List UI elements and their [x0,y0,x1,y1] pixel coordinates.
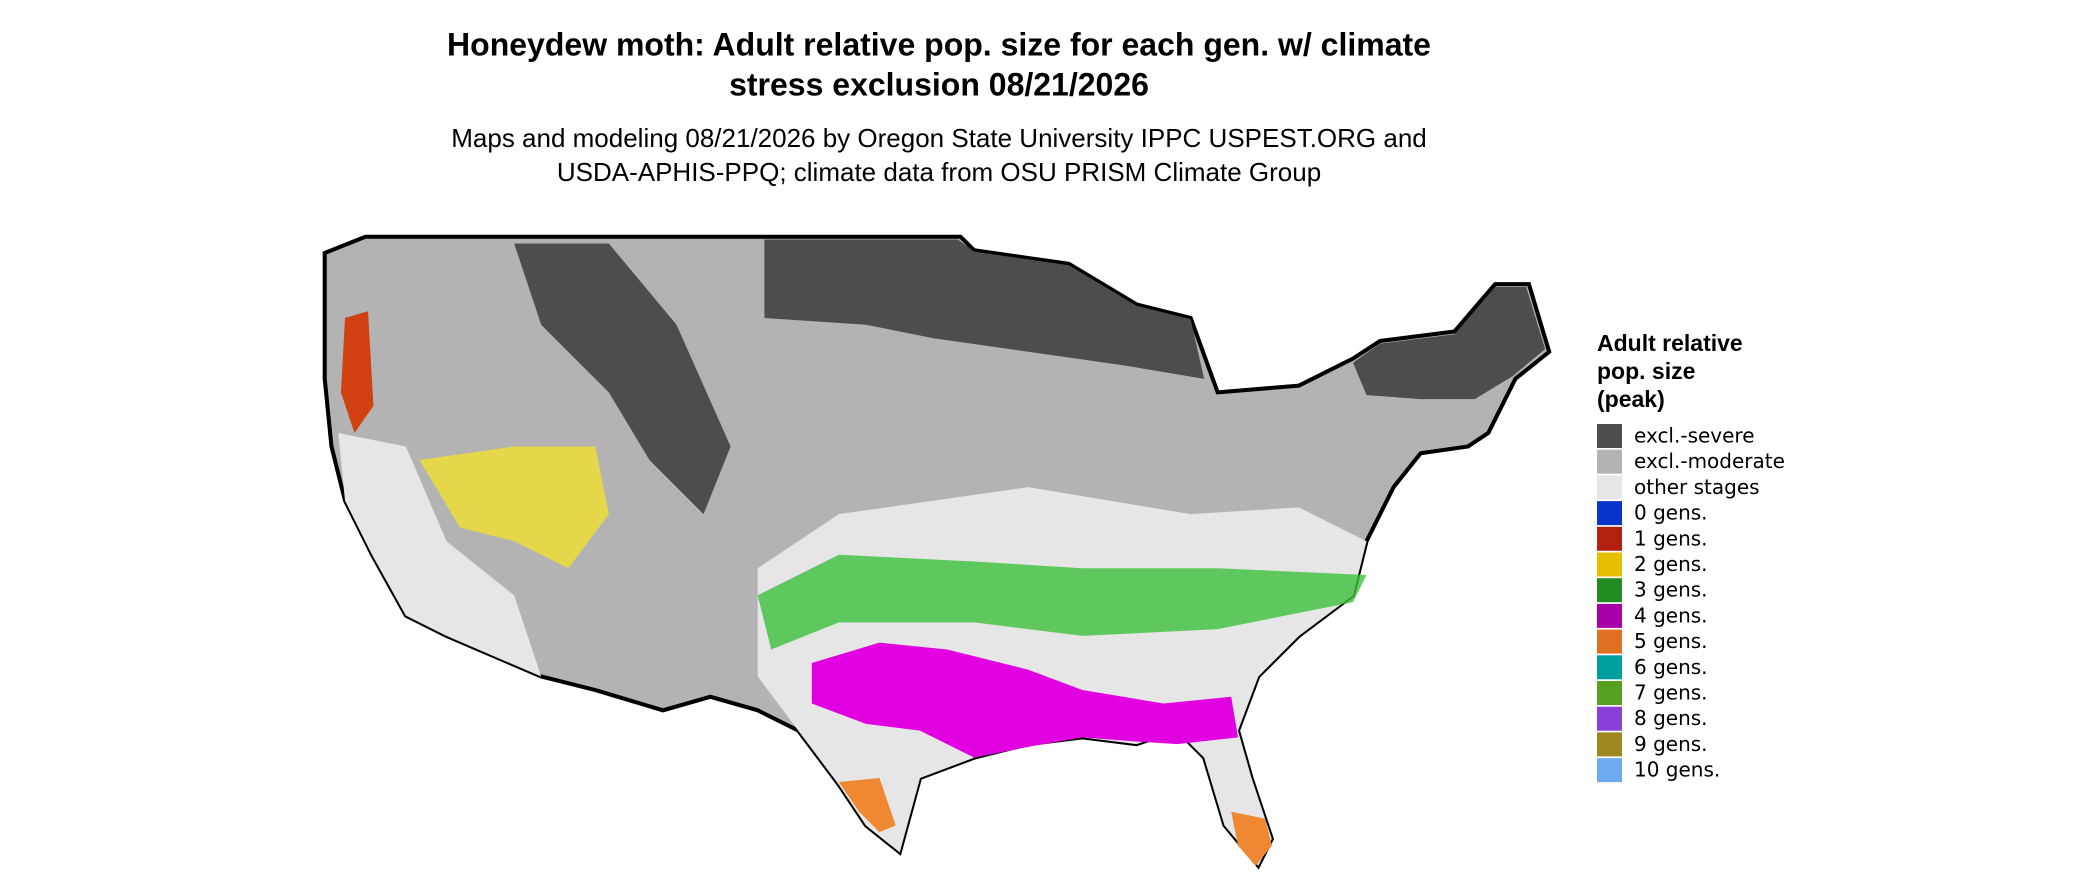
legend-label: 5 gens. [1634,629,1708,653]
legend-title: Adult relative [1597,330,1743,356]
band-4-gens [811,642,1238,758]
legend-swatch [1597,732,1622,757]
legend-label: 8 gens. [1634,706,1708,730]
legend-swatch [1597,475,1622,500]
title: Honeydew moth: Adult relative pop. size … [447,26,1431,62]
legend-label: 6 gens. [1634,655,1708,679]
band-5-gens-fl [1231,811,1272,866]
legend-label: 9 gens. [1634,732,1708,756]
legend-label: 10 gens. [1634,758,1720,782]
legend-swatch [1597,603,1622,628]
legend-label: excl.-moderate [1634,449,1785,473]
legend-label: 4 gens. [1634,603,1708,627]
legend-label: 2 gens. [1634,552,1708,576]
legend-swatch [1597,758,1622,783]
legend-title: pop. size [1597,358,1695,384]
subtitle: Maps and modeling 08/21/2026 by Oregon S… [451,123,1427,153]
legend-swatch [1597,578,1622,603]
legend-swatch [1597,629,1622,654]
legend-label: 0 gens. [1634,501,1708,525]
legend-title: (peak) [1597,386,1665,412]
legend-swatch [1597,526,1622,551]
severe-north [764,239,1205,379]
legend-swatch [1597,501,1622,526]
band-1-gens-coast [340,311,374,433]
legend-label: other stages [1634,475,1760,499]
title: stress exclusion 08/21/2026 [729,66,1149,102]
legend-label: excl.-severe [1634,424,1755,448]
legend-swatch [1597,449,1622,474]
band-5-gens-tx [838,777,896,833]
legend-swatch [1597,552,1622,577]
legend-swatch [1597,655,1622,680]
subtitle: USDA-APHIS-PPQ; climate data from OSU PR… [557,157,1321,187]
legend-label: 7 gens. [1634,681,1708,705]
legend-swatch [1597,424,1622,448]
legend-swatch [1597,706,1622,731]
band-2-gens-west [419,446,609,569]
severe-northeast [1353,286,1546,400]
other-stages-west [338,432,542,677]
band-3-gens [757,554,1367,650]
map [322,234,1552,870]
legend-swatch [1597,681,1622,705]
severe-rockies [514,243,731,515]
legend-label: 3 gens. [1634,578,1708,602]
legend-label: 1 gens. [1634,526,1708,550]
